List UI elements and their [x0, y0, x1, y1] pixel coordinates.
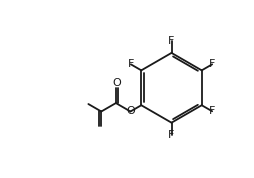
Text: F: F: [168, 130, 175, 140]
Text: O: O: [113, 78, 121, 88]
Text: F: F: [128, 59, 134, 69]
Text: F: F: [209, 59, 215, 69]
Text: F: F: [168, 36, 175, 46]
Text: O: O: [126, 106, 135, 116]
Text: F: F: [209, 106, 215, 116]
